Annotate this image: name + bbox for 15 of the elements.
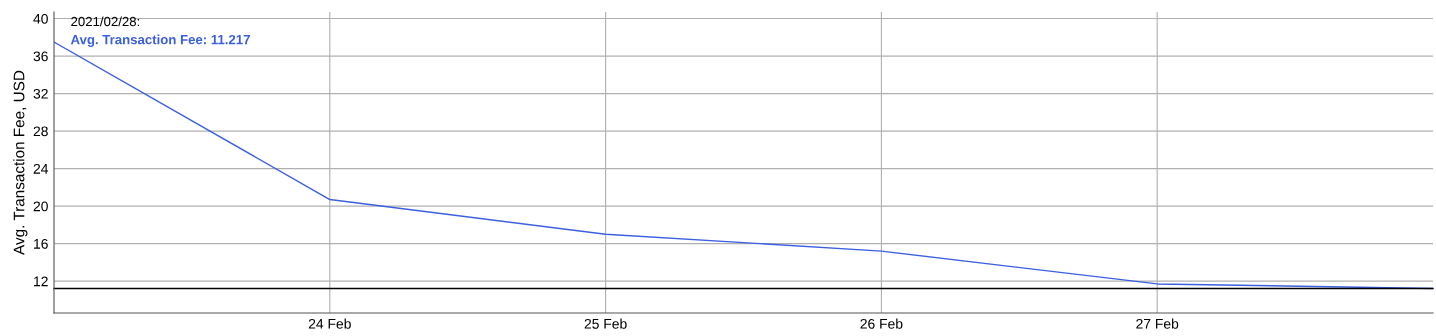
y-tick-label: 32 — [33, 88, 48, 99]
y-tick-label: 36 — [33, 51, 48, 62]
y-tick-label: 16 — [34, 238, 48, 249]
x-tick-label: 25 Feb — [584, 318, 627, 329]
y-tick-label: 28 — [33, 126, 48, 137]
y-tick-label: 24 — [33, 163, 49, 174]
x-tick-label: 24 Feb — [308, 318, 351, 329]
y-tick-label: 40 — [33, 13, 48, 24]
y-tick-label: 20 — [33, 201, 48, 212]
y-tick-label: 12 — [34, 276, 48, 287]
y-axis-title: Avg. Transaction Fee, USD — [13, 70, 28, 255]
annotation: Avg. Transaction Fee: 11.217 — [70, 34, 250, 47]
x-tick-label: 27 Feb — [1136, 318, 1179, 329]
x-tick-label: 26 Feb — [860, 318, 903, 329]
annotation: 2021/02/28: — [71, 16, 140, 27]
